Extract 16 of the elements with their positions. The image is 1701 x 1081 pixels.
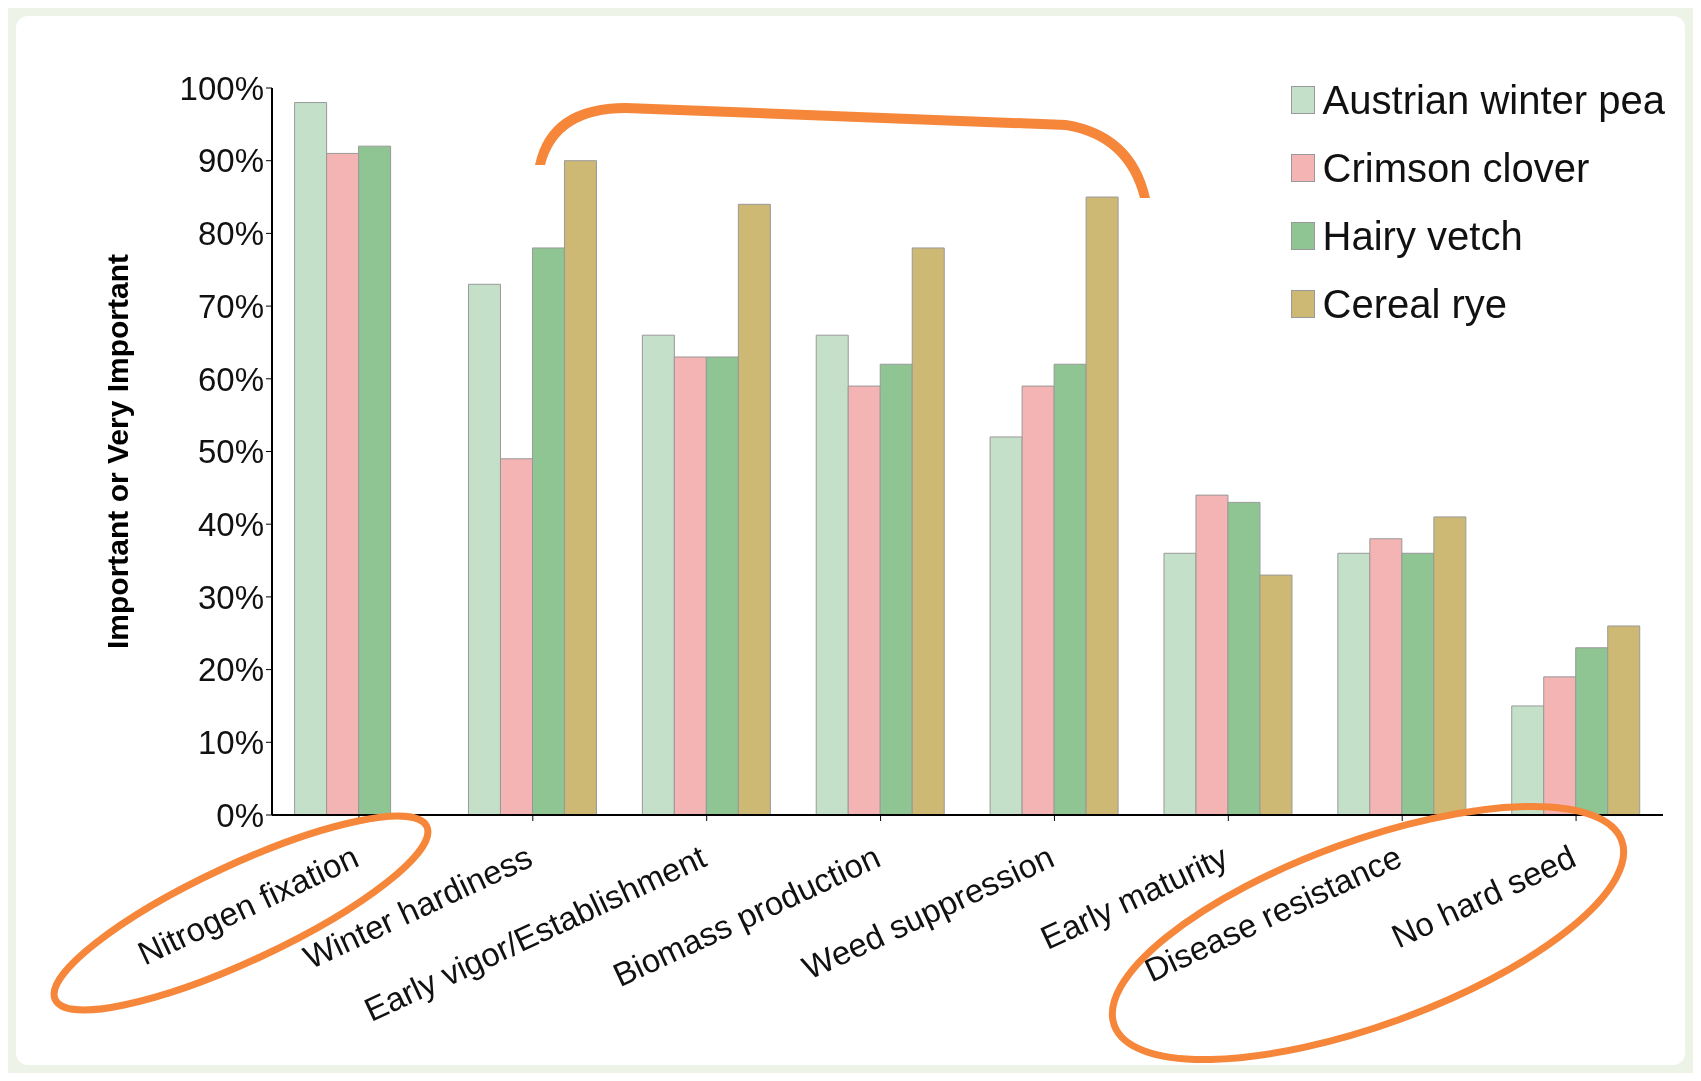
y-tick-label: 70%	[197, 287, 264, 325]
y-tick-label: 30%	[197, 578, 264, 616]
legend-label: Austrian winter pea	[1322, 77, 1665, 124]
legend-label: Hairy vetch	[1322, 213, 1523, 260]
y-tick-label: 10%	[197, 724, 264, 762]
y-tick-label: 90%	[197, 142, 264, 180]
y-tick-label: 0%	[216, 796, 264, 834]
legend-label: Cereal rye	[1322, 281, 1508, 328]
y-tick-label: 20%	[197, 651, 264, 689]
y-tick-label: 50%	[197, 433, 264, 471]
y-tick-label: 80%	[197, 215, 264, 253]
y-tick-label: 60%	[197, 360, 264, 398]
y-axis-title: Important or Very Important	[100, 253, 134, 650]
y-tick-label: 100%	[179, 69, 264, 107]
legend-label: Crimson clover	[1322, 145, 1590, 192]
y-tick-label: 40%	[197, 505, 264, 543]
